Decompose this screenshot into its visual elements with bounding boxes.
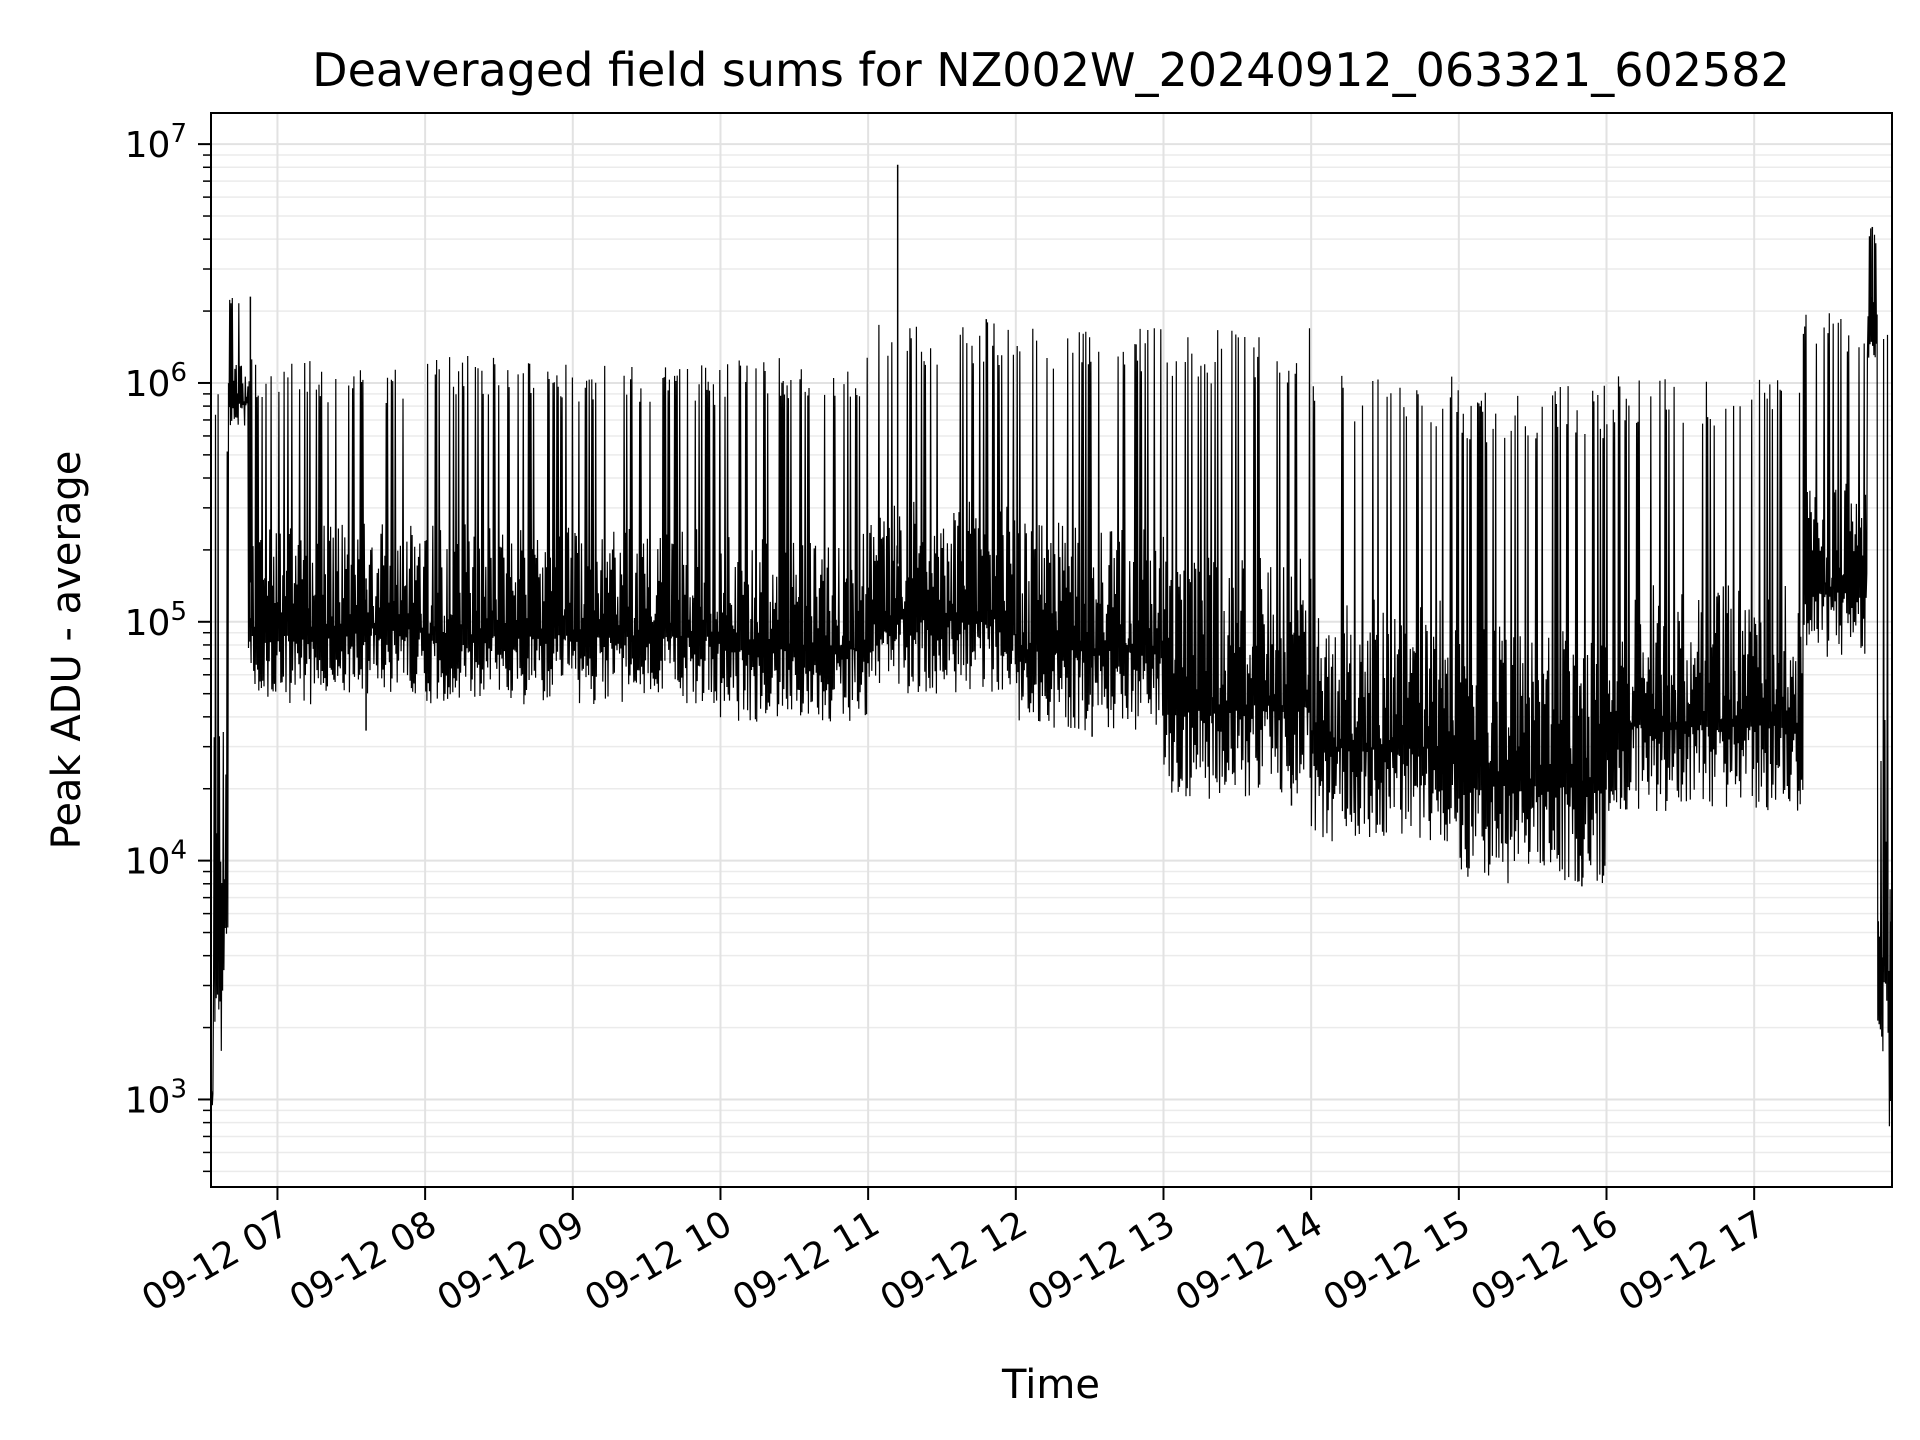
y-tick-label: 107 — [125, 119, 187, 166]
y-axis-label: Peak ADU - average — [44, 451, 90, 850]
y-tick-label: 106 — [125, 358, 187, 405]
plot-frame — [210, 112, 1893, 1188]
chart-title: Deaveraged field sums for NZ002W_2024091… — [312, 43, 1790, 97]
x-axis-label: Time — [1001, 1362, 1100, 1408]
y-axis: 103 104 105 106 107 — [125, 119, 211, 1173]
series-line — [210, 228, 1893, 1127]
y-tick-label: 104 — [125, 836, 187, 883]
data-series — [210, 164, 1893, 1127]
y-tick-label: 105 — [125, 597, 187, 644]
y-tick-label: 103 — [125, 1074, 187, 1121]
